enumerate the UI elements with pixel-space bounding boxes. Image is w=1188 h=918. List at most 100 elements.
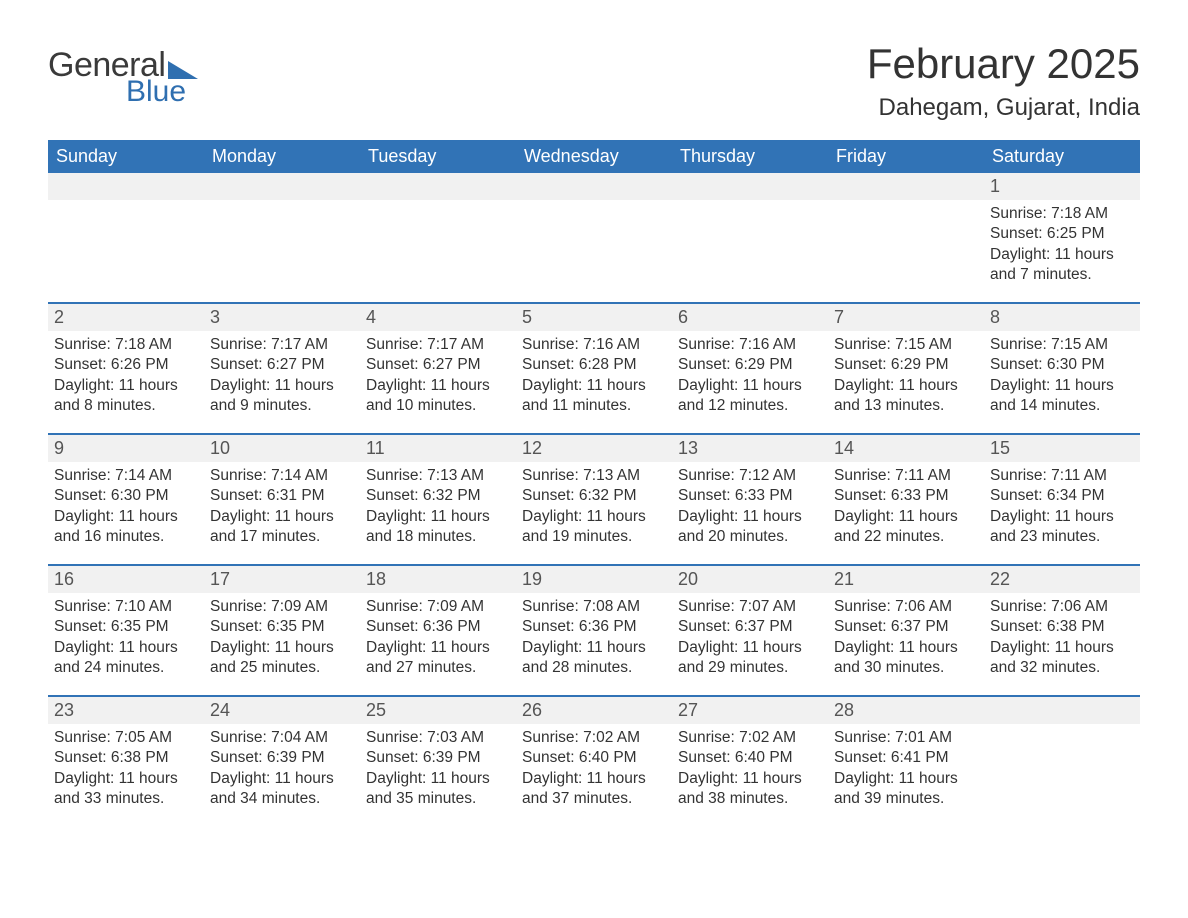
daylight-line: Daylight: 11 hours and 22 minutes. (834, 507, 976, 548)
sunset-value: 6:35 PM (267, 618, 325, 635)
day-cell: Sunrise: 7:08 AMSunset: 6:36 PMDaylight:… (516, 593, 672, 695)
sunset-value: 6:41 PM (891, 749, 949, 766)
daylight-line: Daylight: 11 hours and 20 minutes. (678, 507, 820, 548)
daylight-line: Daylight: 11 hours and 27 minutes. (366, 638, 508, 679)
sunrise-line: Sunrise: 7:14 AM (210, 466, 352, 486)
sunset-value: 6:37 PM (735, 618, 793, 635)
sunrise-line: Sunrise: 7:15 AM (990, 335, 1132, 355)
day-number (672, 173, 828, 200)
day-number: 17 (204, 566, 360, 593)
daylight-line: Daylight: 11 hours and 18 minutes. (366, 507, 508, 548)
sunset-line: Sunset: 6:27 PM (366, 355, 508, 375)
sunset-value: 6:40 PM (735, 749, 793, 766)
logo-word-blue: Blue (126, 75, 186, 109)
day-number (516, 173, 672, 200)
day-cell (360, 200, 516, 302)
sunrise-value: 7:06 AM (1051, 598, 1108, 615)
daylight-value: 11 hours and 32 minutes. (990, 639, 1114, 676)
daylight-value: 11 hours and 8 minutes. (54, 377, 178, 414)
sunrise-line: Sunrise: 7:11 AM (990, 466, 1132, 486)
daylight-line: Daylight: 11 hours and 38 minutes. (678, 769, 820, 810)
sunrise-line: Sunrise: 7:18 AM (54, 335, 196, 355)
daylight-line: Daylight: 11 hours and 29 minutes. (678, 638, 820, 679)
daylight-line: Daylight: 11 hours and 33 minutes. (54, 769, 196, 810)
sunrise-line: Sunrise: 7:17 AM (366, 335, 508, 355)
sunset-line: Sunset: 6:32 PM (522, 486, 664, 506)
sunset-line: Sunset: 6:33 PM (678, 486, 820, 506)
day-number: 12 (516, 435, 672, 462)
sunset-value: 6:39 PM (267, 749, 325, 766)
sunrise-line: Sunrise: 7:12 AM (678, 466, 820, 486)
day-number: 6 (672, 304, 828, 331)
sunset-value: 6:30 PM (111, 487, 169, 504)
sunset-line: Sunset: 6:26 PM (54, 355, 196, 375)
daylight-line: Daylight: 11 hours and 10 minutes. (366, 376, 508, 417)
day-cell (672, 200, 828, 302)
sunrise-value: 7:17 AM (271, 336, 328, 353)
daylight-value: 11 hours and 16 minutes. (54, 508, 178, 545)
sunrise-value: 7:08 AM (583, 598, 640, 615)
title-block: February 2025 Dahegam, Gujarat, India (867, 40, 1140, 122)
daylight-line: Daylight: 11 hours and 13 minutes. (834, 376, 976, 417)
day-cell (984, 724, 1140, 826)
daylight-value: 11 hours and 14 minutes. (990, 377, 1114, 414)
month-title: February 2025 (867, 40, 1140, 88)
sunrise-line: Sunrise: 7:13 AM (366, 466, 508, 486)
location-subtitle: Dahegam, Gujarat, India (867, 94, 1140, 122)
sunset-line: Sunset: 6:37 PM (678, 617, 820, 637)
sunset-line: Sunset: 6:29 PM (678, 355, 820, 375)
day-number: 1 (984, 173, 1140, 200)
week-row: 2345678Sunrise: 7:18 AMSunset: 6:26 PMDa… (48, 302, 1140, 433)
day-number: 4 (360, 304, 516, 331)
daylight-line: Daylight: 11 hours and 34 minutes. (210, 769, 352, 810)
daylight-value: 11 hours and 23 minutes. (990, 508, 1114, 545)
brand-logo: General Blue (48, 40, 198, 109)
sunrise-line: Sunrise: 7:06 AM (834, 597, 976, 617)
day-number: 23 (48, 697, 204, 724)
weekday-label: Wednesday (516, 140, 672, 173)
sunset-value: 6:40 PM (579, 749, 637, 766)
sunset-line: Sunset: 6:39 PM (366, 748, 508, 768)
day-number: 24 (204, 697, 360, 724)
sunrise-value: 7:03 AM (427, 729, 484, 746)
page-header: General Blue February 2025 Dahegam, Guja… (48, 40, 1140, 122)
day-number: 5 (516, 304, 672, 331)
daylight-value: 11 hours and 20 minutes. (678, 508, 802, 545)
sunset-line: Sunset: 6:29 PM (834, 355, 976, 375)
sunset-value: 6:34 PM (1047, 487, 1105, 504)
day-cell: Sunrise: 7:16 AMSunset: 6:29 PMDaylight:… (672, 331, 828, 433)
day-cell: Sunrise: 7:16 AMSunset: 6:28 PMDaylight:… (516, 331, 672, 433)
sunrise-value: 7:16 AM (583, 336, 640, 353)
daylight-value: 11 hours and 34 minutes. (210, 770, 334, 807)
weekday-label: Monday (204, 140, 360, 173)
sunrise-value: 7:18 AM (115, 336, 172, 353)
day-cell (48, 200, 204, 302)
sunset-line: Sunset: 6:39 PM (210, 748, 352, 768)
sunset-line: Sunset: 6:32 PM (366, 486, 508, 506)
sunrise-line: Sunrise: 7:02 AM (678, 728, 820, 748)
week-body-band: Sunrise: 7:10 AMSunset: 6:35 PMDaylight:… (48, 593, 1140, 695)
sunset-value: 6:32 PM (579, 487, 637, 504)
sunrise-line: Sunrise: 7:08 AM (522, 597, 664, 617)
day-cell: Sunrise: 7:06 AMSunset: 6:38 PMDaylight:… (984, 593, 1140, 695)
sunrise-line: Sunrise: 7:11 AM (834, 466, 976, 486)
day-cell: Sunrise: 7:01 AMSunset: 6:41 PMDaylight:… (828, 724, 984, 826)
day-number: 22 (984, 566, 1140, 593)
sunrise-value: 7:05 AM (115, 729, 172, 746)
day-cell: Sunrise: 7:15 AMSunset: 6:29 PMDaylight:… (828, 331, 984, 433)
daylight-value: 11 hours and 11 minutes. (522, 377, 646, 414)
day-cell: Sunrise: 7:17 AMSunset: 6:27 PMDaylight:… (360, 331, 516, 433)
week-body-band: Sunrise: 7:18 AMSunset: 6:26 PM Daylight:… (48, 331, 1140, 433)
week-row: 232425262728Sunrise: 7:05 AMSunset: 6:38… (48, 695, 1140, 826)
daylight-value: 11 hours and 25 minutes. (210, 639, 334, 676)
sunset-line: Sunset: 6:34 PM (990, 486, 1132, 506)
sunrise-value: 7:02 AM (583, 729, 640, 746)
sunrise-line: Sunrise: 7:13 AM (522, 466, 664, 486)
day-number: 19 (516, 566, 672, 593)
sunset-value: 6:29 PM (891, 356, 949, 373)
sunrise-value: 7:17 AM (427, 336, 484, 353)
sunrise-value: 7:09 AM (271, 598, 328, 615)
sunrise-line: Sunrise: 7:03 AM (366, 728, 508, 748)
sunrise-line: Sunrise: 7:16 AM (678, 335, 820, 355)
day-number: 11 (360, 435, 516, 462)
